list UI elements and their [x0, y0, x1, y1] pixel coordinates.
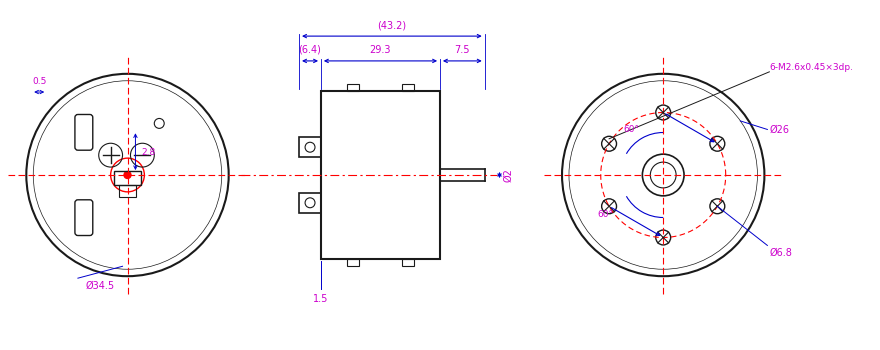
Text: (43.2): (43.2): [378, 20, 407, 30]
Text: 0.5: 0.5: [32, 77, 47, 86]
Bar: [299, 193, 321, 213]
Bar: [347, 84, 359, 91]
Bar: [114, 171, 142, 185]
Text: Ø2: Ø2: [503, 168, 514, 182]
Text: Ø26: Ø26: [769, 125, 789, 134]
Circle shape: [124, 172, 131, 178]
Text: 6-M2.6x0.45×3dp.: 6-M2.6x0.45×3dp.: [769, 63, 854, 72]
Text: 60°: 60°: [623, 125, 640, 134]
Text: 60°: 60°: [598, 210, 613, 219]
Bar: [402, 259, 414, 266]
Text: Ø34.5: Ø34.5: [85, 281, 114, 291]
Text: 29.3: 29.3: [370, 45, 392, 55]
Text: 7.5: 7.5: [455, 45, 470, 55]
Bar: [321, 91, 440, 259]
Text: 2.8: 2.8: [142, 148, 156, 157]
Text: Ø6.8: Ø6.8: [769, 247, 792, 257]
Bar: [119, 185, 136, 197]
Text: (6.4): (6.4): [298, 45, 321, 55]
Bar: [402, 84, 414, 91]
Bar: [347, 259, 359, 266]
Text: 1.5: 1.5: [313, 294, 328, 304]
Bar: [299, 137, 321, 157]
